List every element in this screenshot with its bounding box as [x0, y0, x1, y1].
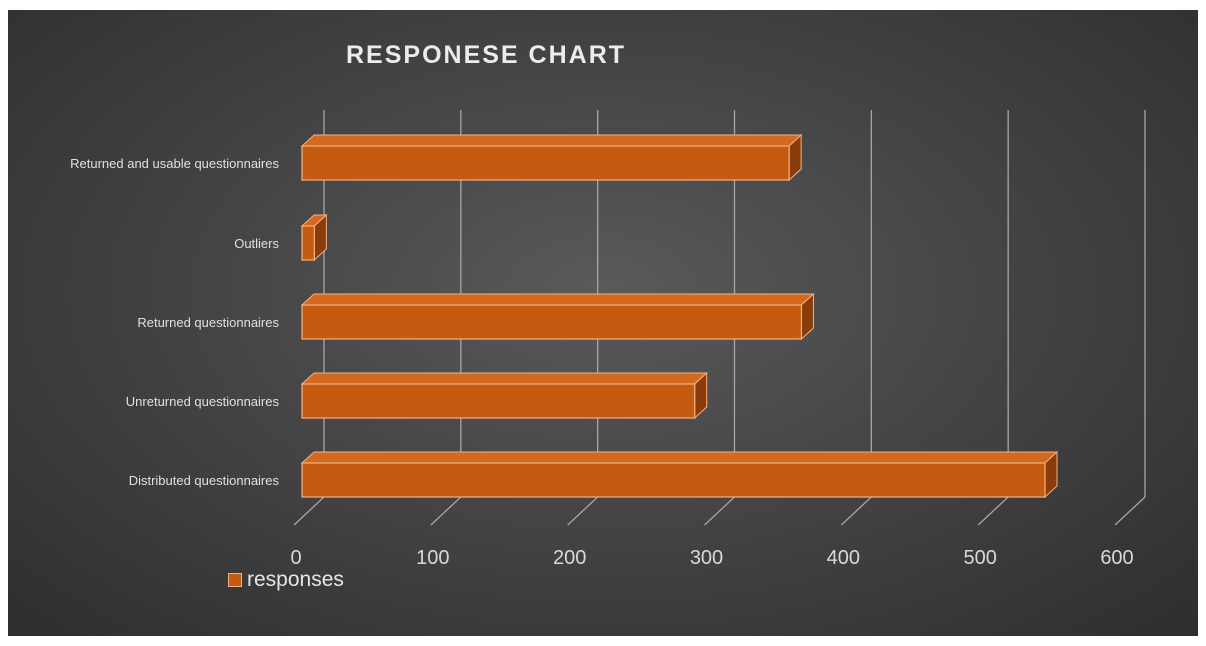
y-category-label: Returned questionnaires [137, 315, 279, 330]
bar [300, 213, 328, 262]
x-tick-label: 400 [827, 547, 860, 569]
x-tick-label: 0 [290, 547, 301, 569]
x-tick-label: 600 [1100, 547, 1133, 569]
chart-title: RESPONESE CHART [346, 41, 627, 69]
y-category-label: Returned and usable questionnaires [70, 156, 279, 171]
legend: responses [228, 568, 344, 592]
bar [300, 292, 815, 341]
bar [300, 371, 708, 420]
bar [300, 450, 1059, 499]
bar [300, 133, 803, 182]
x-tick-label: 100 [416, 547, 449, 569]
x-tick-label: 200 [553, 547, 586, 569]
y-category-label: Unreturned questionnaires [126, 394, 280, 409]
y-category-label: Outliers [234, 236, 279, 251]
legend-swatch [228, 573, 242, 587]
y-category-label: Distributed questionnaires [129, 473, 280, 488]
gridline [1114, 110, 1146, 526]
x-tick-label: 500 [963, 547, 996, 569]
x-tick-label: 300 [690, 547, 723, 569]
legend-label: responses [247, 568, 344, 591]
